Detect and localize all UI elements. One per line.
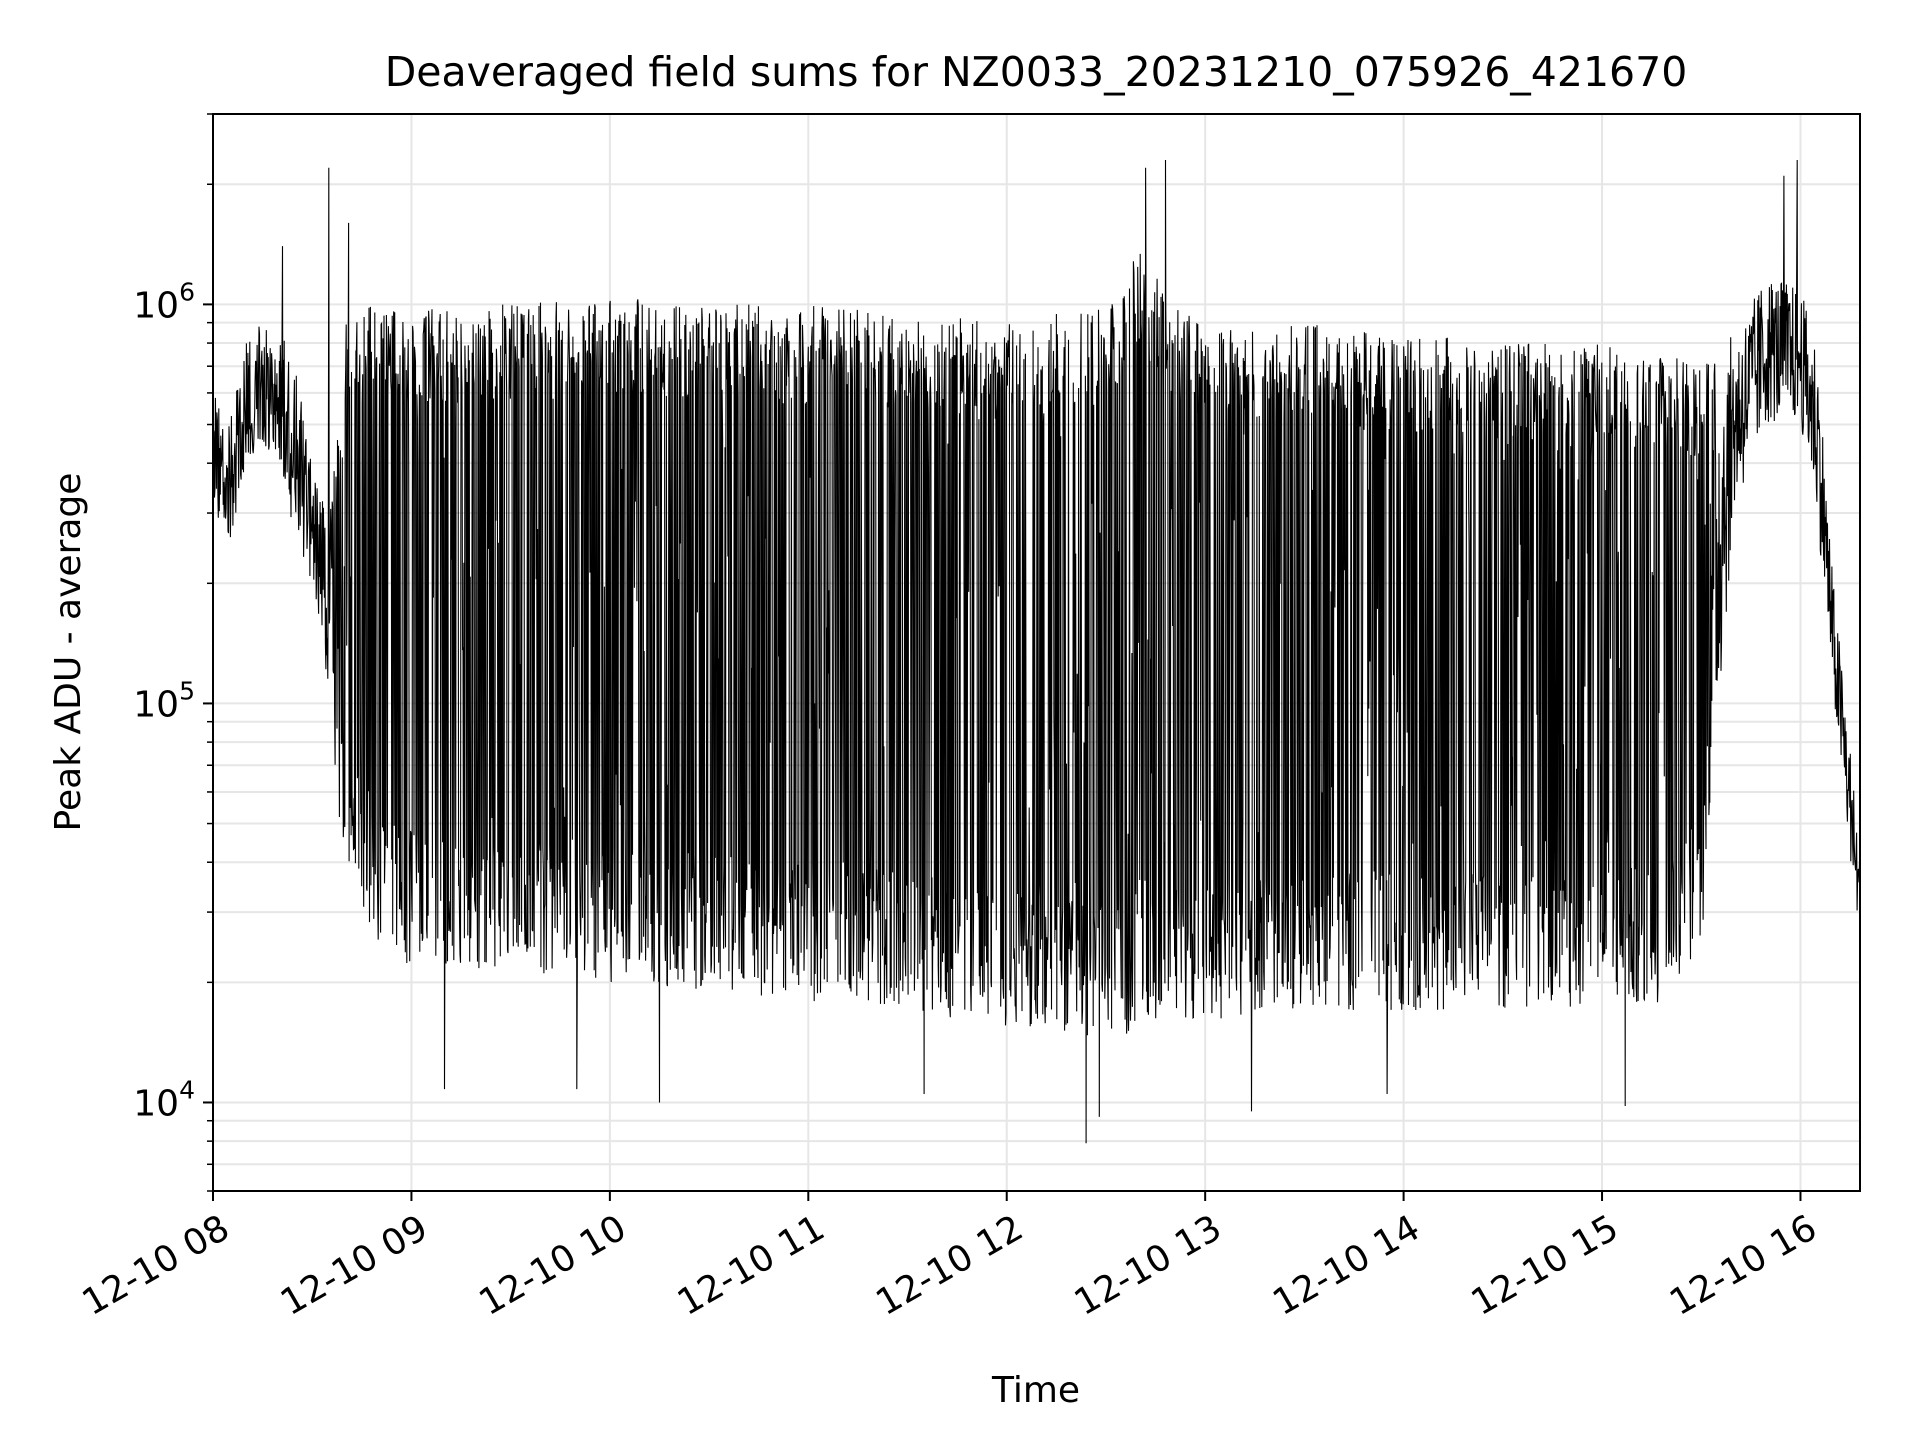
series-line [212, 159, 1861, 1144]
y-axis-label: Peak ADU - average [48, 473, 89, 832]
series-path [212, 159, 1861, 1144]
x-axis-label: Time [991, 1370, 1080, 1411]
chart-title: Deaveraged field sums for NZ0033_2023121… [385, 48, 1688, 96]
plot-frame [212, 113, 1861, 1192]
y-tick-label: 104 [133, 1075, 195, 1124]
y-tick-label: 105 [133, 676, 195, 725]
y-tick-label: 106 [133, 277, 195, 326]
